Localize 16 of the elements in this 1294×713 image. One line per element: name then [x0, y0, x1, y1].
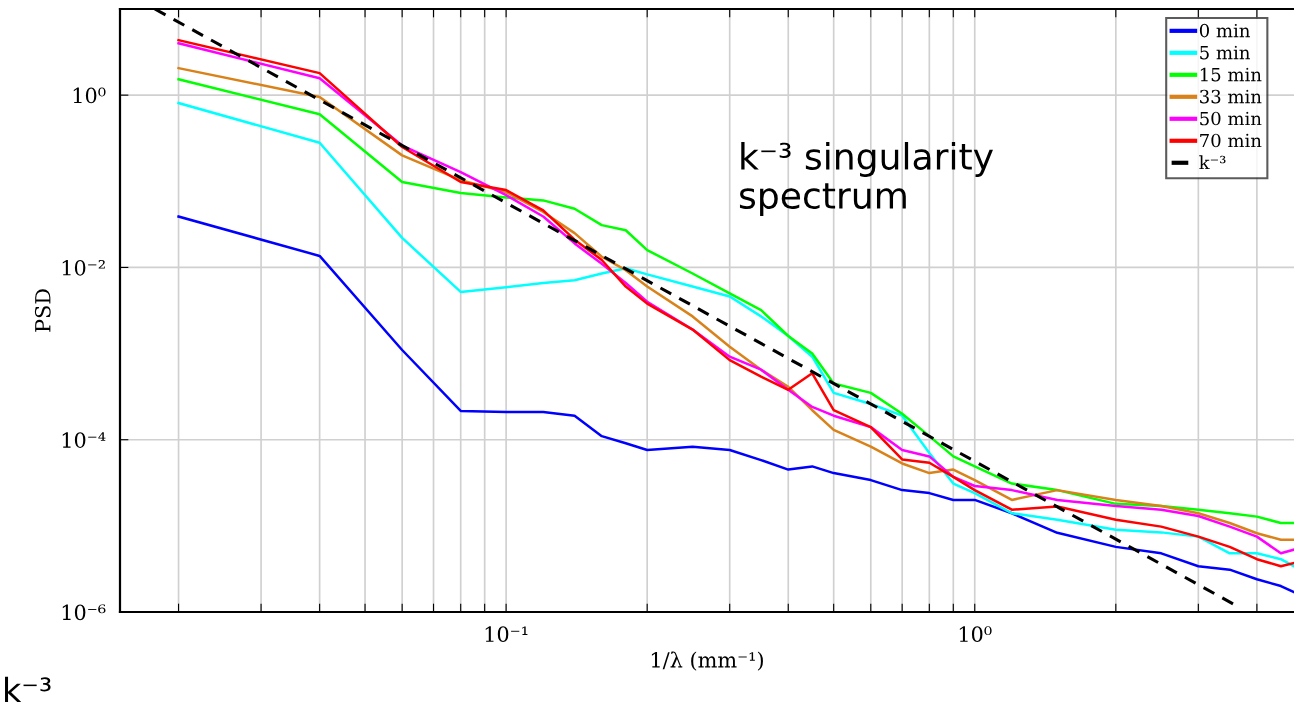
- legend-label: 70 min: [1200, 133, 1262, 148]
- y-tick-label: 10⁻⁴: [62, 432, 106, 448]
- legend-label: 15 min: [1200, 67, 1262, 82]
- legend-label: 0 min: [1199, 23, 1250, 38]
- y-axis-title: PSD: [34, 289, 51, 332]
- annotation: k⁻³ singularity spectrum: [739, 142, 993, 217]
- x-tick-label: 10⁻¹: [485, 626, 528, 643]
- legend-label: 5 min: [1200, 45, 1250, 60]
- legend-label: k⁻³: [1199, 155, 1226, 170]
- text: k⁻³: [5, 676, 51, 703]
- y-tick-label: 10⁰: [73, 87, 106, 104]
- y-tick-label: 10⁻⁶: [62, 604, 106, 621]
- y-tick-label: 10⁻²: [62, 259, 105, 276]
- legend-label: 50 min: [1200, 111, 1262, 126]
- x-axis-title: 1/λ (mm⁻¹): [651, 651, 763, 671]
- legend-label: 33 min: [1200, 89, 1262, 104]
